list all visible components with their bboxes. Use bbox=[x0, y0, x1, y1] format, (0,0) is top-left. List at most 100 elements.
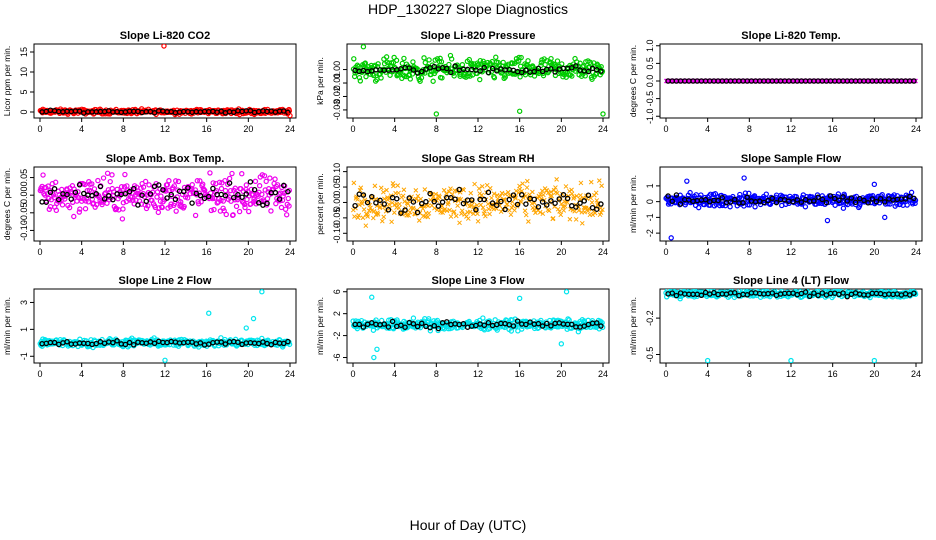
mean-point bbox=[844, 198, 851, 204]
data-point bbox=[156, 205, 162, 211]
data-point bbox=[516, 54, 522, 61]
data-point bbox=[109, 172, 115, 178]
data-point bbox=[426, 57, 432, 63]
y-axis-label: ml/min per min. bbox=[315, 297, 325, 355]
y-axis-label: percent per min. bbox=[315, 173, 325, 234]
data-point bbox=[107, 178, 113, 185]
outlier-point bbox=[407, 76, 413, 82]
data-point bbox=[426, 316, 432, 322]
x-tick-label: 12 bbox=[473, 124, 483, 134]
x-tick-label: 20 bbox=[243, 369, 253, 379]
data-point bbox=[486, 206, 492, 212]
mean-point bbox=[514, 318, 521, 324]
mean-point bbox=[907, 193, 913, 200]
mean-point bbox=[126, 188, 133, 195]
data-point bbox=[508, 212, 514, 218]
mean-point bbox=[398, 322, 404, 329]
x-tick-label: 4 bbox=[79, 124, 84, 134]
data-point bbox=[411, 206, 416, 212]
mean-point bbox=[360, 192, 367, 198]
data-point bbox=[519, 326, 525, 332]
mean-point bbox=[673, 292, 680, 299]
data-point bbox=[194, 178, 201, 184]
x-tick-label: 16 bbox=[515, 247, 525, 257]
mean-point bbox=[569, 65, 575, 71]
data-point bbox=[525, 58, 531, 64]
data-point bbox=[443, 191, 449, 196]
data-point bbox=[524, 178, 530, 184]
mean-point bbox=[677, 201, 684, 207]
data-point bbox=[413, 188, 419, 193]
y-tick-label: 0.10 bbox=[332, 163, 342, 181]
data-point bbox=[357, 202, 362, 208]
data-point bbox=[178, 199, 184, 205]
data-point bbox=[239, 170, 245, 177]
mean-point bbox=[493, 68, 500, 74]
mean-point bbox=[106, 193, 112, 199]
x-tick-label: 24 bbox=[285, 369, 295, 379]
data-point bbox=[356, 74, 363, 81]
mean-point bbox=[598, 323, 604, 329]
data-point bbox=[401, 55, 407, 62]
mean-point bbox=[410, 321, 417, 327]
mean-point bbox=[210, 185, 216, 192]
y-axis-label: ml/min per min. bbox=[628, 297, 638, 355]
data-point bbox=[356, 213, 362, 218]
data-point bbox=[229, 170, 235, 177]
mean-point bbox=[93, 191, 100, 197]
data-point bbox=[509, 317, 515, 323]
x-tick-label: 16 bbox=[515, 369, 525, 379]
panel-title: Slope Line 3 Flow bbox=[432, 275, 525, 287]
y-tick-label: -2 bbox=[332, 332, 342, 340]
data-point bbox=[517, 74, 523, 80]
data-point bbox=[396, 205, 402, 211]
data-point bbox=[401, 187, 407, 193]
x-tick-label: 20 bbox=[869, 247, 879, 257]
mean-point bbox=[110, 196, 116, 203]
x-tick-label: 4 bbox=[392, 247, 397, 257]
data-point bbox=[379, 203, 385, 208]
data-point bbox=[465, 73, 471, 79]
mean-point bbox=[285, 338, 291, 345]
data-point bbox=[600, 207, 605, 213]
mean-point bbox=[414, 323, 421, 330]
data-point bbox=[494, 192, 500, 198]
outlier-point bbox=[371, 354, 377, 361]
x-axis-title: Hour of Day (UTC) bbox=[409, 517, 527, 533]
data-points bbox=[663, 175, 919, 241]
data-point bbox=[524, 185, 530, 190]
mean-point bbox=[443, 65, 450, 72]
y-tick-label: 6 bbox=[332, 289, 342, 294]
mean-point bbox=[114, 338, 120, 344]
mean-point bbox=[544, 320, 550, 327]
data-point bbox=[45, 183, 51, 189]
mean-point bbox=[247, 179, 254, 185]
x-tick-label: 0 bbox=[350, 124, 355, 134]
y-axis-label: kPa per min. bbox=[315, 57, 325, 105]
mean-point bbox=[535, 320, 542, 327]
y-tick-label: -1.0 bbox=[645, 108, 655, 124]
mean-point bbox=[473, 206, 479, 213]
data-points bbox=[663, 78, 918, 84]
data-point bbox=[410, 315, 417, 321]
mean-point bbox=[143, 198, 149, 205]
data-point bbox=[218, 185, 225, 192]
mean-point bbox=[47, 189, 54, 196]
data-point bbox=[278, 204, 285, 211]
mean-point bbox=[452, 196, 458, 202]
x-tick-label: 20 bbox=[243, 124, 253, 134]
chart-panel-9: Slope Line 4 (LT) Flow 0 4 8 12 16 20 24 -0.2 -0.… bbox=[628, 275, 923, 379]
y-tick-label: -0.5 bbox=[645, 347, 655, 363]
data-point bbox=[483, 213, 488, 219]
data-point bbox=[567, 216, 573, 222]
mean-point bbox=[702, 196, 709, 203]
mean-point bbox=[740, 199, 746, 206]
data-point bbox=[198, 199, 204, 205]
mean-point bbox=[798, 199, 805, 205]
data-point bbox=[422, 187, 428, 192]
data-point bbox=[433, 191, 439, 197]
data-point bbox=[501, 75, 507, 82]
data-point bbox=[372, 183, 378, 189]
data-points bbox=[663, 289, 919, 363]
y-tick-label: 0 bbox=[645, 199, 655, 204]
